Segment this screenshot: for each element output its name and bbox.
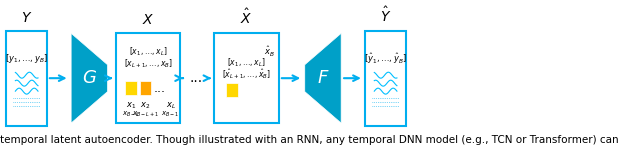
Text: $x_2$: $x_2$ [140,100,150,111]
FancyBboxPatch shape [116,33,180,123]
FancyBboxPatch shape [6,31,47,126]
FancyBboxPatch shape [214,33,279,123]
Text: $X$: $X$ [142,13,154,27]
Text: $x_{B-L}$: $x_{B-L}$ [122,110,140,119]
Text: ...: ... [189,71,202,85]
Text: $[y_1,\ldots,y_B]$: $[y_1,\ldots,y_B]$ [5,52,48,65]
Text: $[x_{L+1}, \ldots, x_B]$: $[x_{L+1}, \ldots, x_B]$ [124,58,172,71]
Text: $x_L$: $x_L$ [166,100,175,111]
Text: $Y$: $Y$ [21,11,33,25]
Polygon shape [71,33,108,123]
Text: $\hat{X}$: $\hat{X}$ [241,8,253,27]
Text: $x_{B-1}$: $x_{B-1}$ [161,110,180,119]
FancyBboxPatch shape [365,31,406,126]
Text: $\hat{Y}$: $\hat{Y}$ [380,6,391,25]
FancyBboxPatch shape [125,81,136,95]
Text: temporal latent autoencoder. Though illustrated with an RNN, any temporal DNN mo: temporal latent autoencoder. Though illu… [0,135,619,145]
Text: $x_1$: $x_1$ [126,100,136,111]
Text: $x_{B-L+1}$: $x_{B-L+1}$ [132,110,159,119]
Text: ...: ... [154,82,166,95]
FancyBboxPatch shape [140,81,151,95]
Polygon shape [305,33,341,123]
Text: $[x_1, \ldots, x_L]$: $[x_1, \ldots, x_L]$ [227,57,266,69]
Text: $[x_1, \ldots, x_L]$: $[x_1, \ldots, x_L]$ [129,46,167,58]
Text: $F$: $F$ [317,69,329,87]
FancyBboxPatch shape [227,83,237,97]
Text: $[\hat{y}_1, \ldots, \hat{y}_B]$: $[\hat{y}_1, \ldots, \hat{y}_B]$ [364,51,407,65]
Text: $\hat{x}_B$: $\hat{x}_B$ [264,45,275,59]
Text: $[\hat{x}_{L+1}, \ldots, \hat{x}_B]$: $[\hat{x}_{L+1}, \ldots, \hat{x}_B]$ [222,67,271,81]
Text: $G$: $G$ [82,69,97,87]
